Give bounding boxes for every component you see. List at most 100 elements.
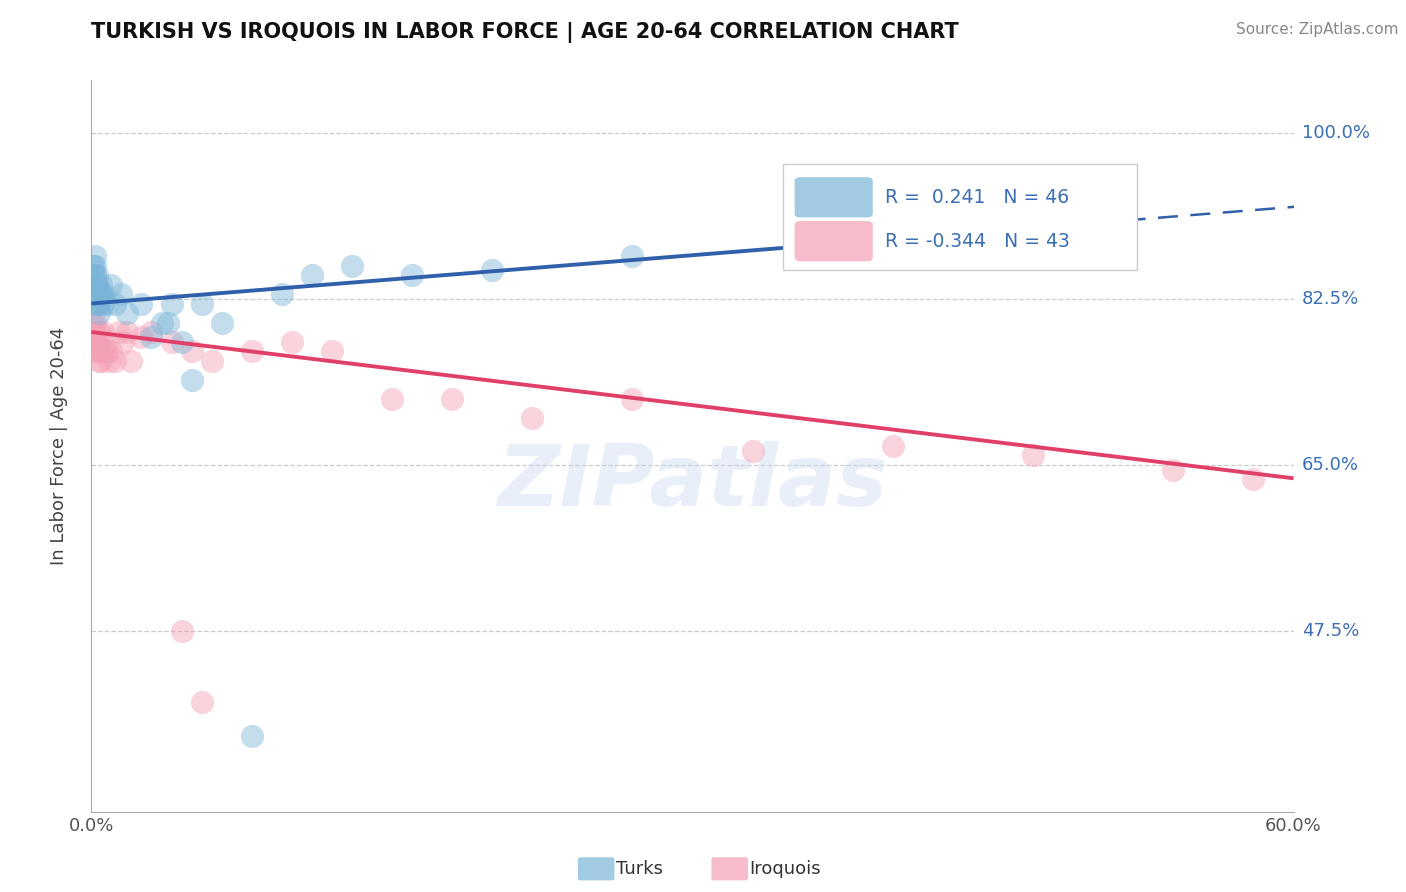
Point <box>621 392 644 406</box>
Point <box>86 296 108 310</box>
Point <box>170 624 193 639</box>
Point <box>86 268 108 282</box>
Text: R =  0.241   N = 46: R = 0.241 N = 46 <box>884 188 1069 207</box>
Point <box>84 287 107 301</box>
Point <box>270 287 292 301</box>
Point <box>86 287 108 301</box>
Point <box>94 344 117 359</box>
Point <box>1022 449 1045 463</box>
Point <box>281 334 304 349</box>
Point <box>621 249 644 263</box>
Point <box>190 696 212 710</box>
Text: R = -0.344   N = 43: R = -0.344 N = 43 <box>884 232 1070 251</box>
Point <box>201 353 224 368</box>
Point <box>110 287 132 301</box>
Point <box>84 249 107 263</box>
Point <box>141 325 163 339</box>
Point <box>131 330 153 344</box>
Point <box>160 334 183 349</box>
Point <box>301 268 323 282</box>
Bar <box>783 164 1137 270</box>
Point <box>86 287 108 301</box>
FancyBboxPatch shape <box>794 221 873 261</box>
Point <box>440 392 463 406</box>
Point <box>89 306 111 320</box>
Text: Source: ZipAtlas.com: Source: ZipAtlas.com <box>1236 22 1399 37</box>
Point <box>156 316 179 330</box>
Point <box>90 287 112 301</box>
Point <box>84 259 107 273</box>
Point <box>86 334 108 349</box>
Point <box>1243 472 1265 486</box>
Point <box>89 325 111 339</box>
Point <box>98 353 121 368</box>
Point <box>240 344 263 359</box>
Text: TURKISH VS IROQUOIS IN LABOR FORCE | AGE 20-64 CORRELATION CHART: TURKISH VS IROQUOIS IN LABOR FORCE | AGE… <box>91 22 959 44</box>
Point <box>180 344 202 359</box>
Point <box>321 344 343 359</box>
Point <box>240 729 263 743</box>
FancyBboxPatch shape <box>794 178 873 218</box>
Point <box>211 316 233 330</box>
Point <box>90 277 112 292</box>
Point <box>1163 463 1185 477</box>
Y-axis label: In Labor Force | Age 20-64: In Labor Force | Age 20-64 <box>49 326 67 566</box>
Point <box>841 220 863 235</box>
Point <box>340 259 363 273</box>
Point <box>82 268 104 282</box>
Point <box>100 344 122 359</box>
Point <box>381 392 404 406</box>
Point <box>104 296 127 310</box>
Point <box>121 353 143 368</box>
Point <box>741 443 763 458</box>
Point <box>84 334 107 349</box>
Point <box>150 316 173 330</box>
Point <box>93 296 115 310</box>
Point <box>82 277 104 292</box>
Point <box>86 344 108 359</box>
Point <box>131 296 153 310</box>
Point <box>84 268 107 282</box>
Point <box>93 287 115 301</box>
Point <box>401 268 423 282</box>
Point <box>86 325 108 339</box>
Text: 65.0%: 65.0% <box>1302 456 1358 474</box>
Point <box>89 287 111 301</box>
Point <box>89 353 111 368</box>
Point <box>96 344 118 359</box>
Point <box>86 296 108 310</box>
Point <box>112 334 135 349</box>
Point <box>93 344 115 359</box>
Point <box>180 372 202 386</box>
Point <box>108 325 131 339</box>
Text: ZIPatlas: ZIPatlas <box>498 441 887 524</box>
Point <box>522 410 544 425</box>
Point <box>190 296 212 310</box>
Point <box>82 325 104 339</box>
Point <box>160 296 183 310</box>
Point <box>96 296 118 310</box>
Point <box>82 259 104 273</box>
Point <box>89 296 111 310</box>
Point <box>89 287 111 301</box>
Point <box>86 277 108 292</box>
Text: Turks: Turks <box>616 860 662 878</box>
Point <box>117 325 139 339</box>
Text: 82.5%: 82.5% <box>1302 290 1360 308</box>
Point <box>84 277 107 292</box>
Point <box>117 306 139 320</box>
Point <box>84 316 107 330</box>
Point <box>82 316 104 330</box>
Text: 100.0%: 100.0% <box>1302 123 1369 142</box>
Point <box>86 287 108 301</box>
Point <box>882 439 904 453</box>
Point <box>90 344 112 359</box>
Point <box>90 353 112 368</box>
Point <box>86 344 108 359</box>
Point <box>481 263 503 277</box>
Point <box>89 334 111 349</box>
Point <box>170 334 193 349</box>
Point <box>93 325 115 339</box>
Text: Iroquois: Iroquois <box>749 860 821 878</box>
Point <box>100 277 122 292</box>
